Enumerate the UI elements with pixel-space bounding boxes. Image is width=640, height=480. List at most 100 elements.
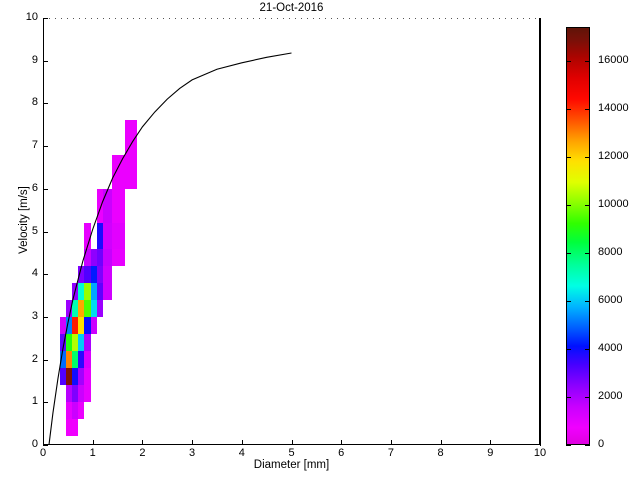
colorbar-tick-label: 8000 [598, 245, 623, 258]
y-tick-label: 8 [31, 96, 38, 109]
x-tick-mark [241, 440, 243, 445]
y-tick-mark [43, 146, 48, 148]
x-tick-mark [43, 440, 44, 445]
y-tick-label: 6 [31, 181, 38, 194]
x-axis-label: Diameter [mm] [253, 459, 330, 471]
colorbar-tick-mark [585, 348, 590, 350]
y-tick-mark [43, 188, 48, 190]
y-tick-label: 2 [31, 352, 38, 365]
y-tick-mark [43, 103, 48, 105]
heatmap-cell [90, 316, 97, 334]
x-tick-mark [490, 440, 492, 445]
colorbar-tick-mark [585, 300, 590, 302]
heatmap-cell [112, 154, 125, 189]
y-tick-label: 1 [31, 395, 38, 408]
plot-area [43, 18, 540, 445]
x-tick-label: 9 [487, 447, 494, 459]
x-tick-mark [92, 440, 94, 445]
heatmap-cell [112, 248, 125, 266]
x-tick-label: 6 [338, 447, 345, 459]
heatmap-cell [112, 222, 125, 249]
x-tick-label: 8 [437, 447, 444, 459]
y-tick-mark [43, 316, 48, 318]
colorbar-tick-label: 2000 [598, 389, 623, 402]
colorbar-tick-label: 6000 [598, 293, 623, 306]
heatmap-cell [102, 222, 113, 249]
y-tick-mark [43, 402, 48, 404]
x-tick-label: 2 [139, 447, 146, 459]
y-tick-mark [43, 359, 48, 361]
heatmap-cell [102, 248, 113, 266]
colorbar-tick-mark [585, 396, 590, 398]
heatmap-cells [44, 18, 541, 445]
x-tick-label: 0 [39, 447, 47, 459]
heatmap-cell [124, 154, 138, 189]
colorbar-tick-label: 16000 [598, 53, 629, 66]
top-axis-dotted-line [43, 18, 541, 19]
colorbar-tick-mark-inner [566, 252, 571, 254]
heatmap-cell [78, 402, 85, 420]
colorbar-tick-mark-inner [566, 396, 571, 398]
colorbar-tick-mark-inner [566, 60, 571, 62]
y-tick-label: 3 [31, 309, 38, 322]
y-tick-mark [43, 60, 48, 62]
right-axis-line [540, 18, 541, 446]
y-tick-label: 5 [31, 224, 38, 237]
colorbar-tick-mark-inner [566, 156, 571, 158]
y-axis-label: Velocity [m/s] [18, 186, 30, 254]
y-tick-label: 10 [25, 11, 38, 23]
heatmap-cell [102, 282, 113, 300]
y-tick-label: 4 [31, 267, 38, 280]
x-tick-mark [540, 440, 541, 445]
colorbar [566, 27, 590, 445]
x-tick-label: 3 [189, 447, 196, 459]
colorbar-tick-mark-inner [566, 300, 571, 302]
y-tick-label: 0 [31, 438, 38, 450]
heatmap-cell [84, 333, 91, 352]
heatmap-cell [84, 368, 91, 386]
x-tick-mark [390, 440, 392, 445]
x-tick-mark [341, 440, 343, 445]
heatmap-cell [84, 222, 91, 249]
colorbar-tick-mark [585, 252, 590, 254]
x-tick-label: 7 [387, 447, 394, 459]
heatmap-cell [96, 299, 103, 317]
colorbar-tick-mark-inner [566, 348, 571, 350]
heatmap-cell [112, 188, 125, 223]
y-tick-mark [43, 18, 48, 19]
colorbar-tick-label: 4000 [598, 341, 623, 354]
colorbar-tick-mark-inner [566, 445, 571, 446]
x-tick-label: 10 [533, 447, 547, 459]
chart-title: 21-Oct-2016 [259, 2, 324, 14]
heatmap-cell [84, 385, 91, 403]
x-tick-mark [142, 440, 144, 445]
y-tick-mark [43, 274, 48, 276]
colorbar-tick-label: 10000 [598, 197, 629, 210]
x-tick-label: 5 [288, 447, 295, 459]
colorbar-tick-mark-inner [566, 204, 571, 206]
x-tick-mark [192, 440, 194, 445]
y-tick-mark [43, 445, 48, 446]
heatmap-cell [102, 188, 113, 223]
colorbar-tick-mark [585, 204, 590, 206]
y-tick-label: 9 [31, 53, 38, 66]
colorbar-tick-label: 14000 [598, 101, 629, 114]
colorbar-tick-mark [585, 108, 590, 110]
y-tick-mark [43, 231, 48, 233]
x-tick-label: 4 [238, 447, 245, 459]
colorbar-tick-mark [585, 156, 590, 158]
colorbar-tick-mark [585, 445, 590, 446]
x-tick-label: 1 [89, 447, 96, 459]
colorbar-tick-mark [585, 60, 590, 62]
colorbar-tick-label: 12000 [598, 149, 629, 162]
colorbar-tick-label: 0 [598, 438, 605, 450]
x-tick-mark [291, 440, 293, 445]
x-tick-mark [440, 440, 442, 445]
colorbar-tick-mark-inner [566, 108, 571, 110]
heatmap-cell [124, 120, 138, 155]
y-tick-label: 7 [31, 139, 38, 152]
heatmap-cell [84, 351, 91, 369]
heatmap-cell [102, 265, 113, 283]
heatmap-cell [71, 419, 79, 437]
